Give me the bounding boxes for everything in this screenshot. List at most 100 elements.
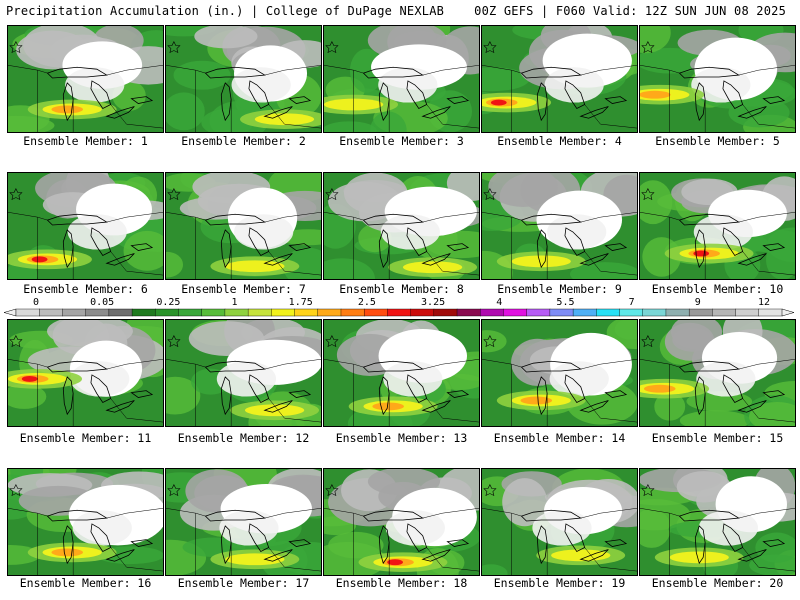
precip-band-max [490, 99, 507, 106]
precip-light-area [482, 67, 530, 92]
ensemble-member-map [639, 172, 796, 280]
border-line [8, 359, 48, 368]
precip-light-area [755, 532, 795, 563]
lake-outline [378, 229, 390, 269]
lake-outline [130, 539, 154, 547]
precip-trace-area [664, 322, 715, 361]
location-marker-icon [483, 188, 497, 201]
precip-trace-area [194, 26, 258, 49]
colorbar-swatch [572, 308, 597, 317]
lake-outline [105, 400, 135, 413]
precip-light-area [8, 115, 55, 132]
lake-outline [722, 523, 744, 552]
precip-light-area [173, 60, 231, 90]
ensemble-member-map [165, 172, 322, 280]
lake-outline [90, 80, 112, 109]
ensemble-member-label: Ensemble Member: 17 [177, 576, 310, 590]
ensemble-member-label: Ensemble Member: 11 [19, 431, 152, 445]
colorbar-swatches [3, 308, 795, 317]
ensemble-member-label: Ensemble Member: 3 [339, 134, 464, 148]
lake-outline [722, 227, 744, 256]
no-precip-area [234, 214, 294, 250]
border-line [422, 508, 479, 519]
ensemble-member-map [323, 172, 480, 280]
lake-outline [604, 390, 628, 398]
colorbar-swatch [456, 308, 481, 317]
lake-outline [737, 253, 767, 266]
colorbar-swatch [85, 308, 110, 317]
lake-outline [362, 360, 424, 373]
colorbar-swatch [201, 308, 226, 317]
border-line [166, 359, 206, 368]
precip-map-svg [640, 320, 795, 426]
lake-outline [406, 523, 428, 552]
precip-light-area [166, 251, 184, 278]
lake-outline [694, 525, 706, 565]
colorbar-swatch [758, 308, 783, 317]
border-line [738, 359, 795, 370]
lake-outline [579, 106, 609, 119]
lake-outline [130, 390, 154, 398]
precip-band-heavy [640, 90, 671, 99]
lake-outline [248, 523, 270, 552]
border-line [738, 212, 795, 223]
precip-band-max [31, 256, 48, 263]
colorbar-tick-label: 3.25 [421, 297, 446, 308]
lake-outline [220, 376, 232, 416]
lake-outline [248, 374, 270, 403]
lake-outline [62, 376, 74, 416]
border-line [426, 251, 479, 276]
border-line [426, 547, 479, 572]
border-line [106, 65, 163, 76]
precip-map-svg [640, 469, 795, 575]
lake-outline [564, 80, 586, 109]
lake-outline [46, 213, 108, 226]
ensemble-member-label: Ensemble Member: 10 [651, 282, 784, 296]
lake-outline [579, 253, 609, 266]
ensemble-member-map [639, 25, 796, 133]
precip-map-svg [324, 26, 479, 132]
ensemble-member-map [639, 468, 796, 576]
location-marker-icon [641, 484, 655, 497]
border-line [268, 251, 321, 276]
precip-light-area [166, 92, 205, 131]
ensemble-member-label: Ensemble Member: 7 [181, 282, 306, 296]
colorbar-swatch [271, 308, 296, 317]
lake-outline [248, 227, 270, 256]
ensemble-member-map [165, 25, 322, 133]
location-marker-icon [325, 41, 339, 54]
border-line [742, 398, 795, 423]
lake-outline [406, 80, 428, 109]
precip-map-svg [482, 26, 637, 132]
lake-outline [406, 227, 428, 256]
ensemble-member-map [481, 468, 638, 576]
precip-map-svg [482, 469, 637, 575]
colorbar-tick-label: 1.75 [288, 297, 313, 308]
border-line [580, 65, 637, 76]
no-precip-area [65, 67, 125, 103]
lake-outline [220, 525, 232, 565]
lake-outline [263, 400, 293, 413]
lake-outline [604, 96, 628, 104]
no-precip-area [67, 214, 127, 250]
border-line [426, 398, 479, 423]
colorbar-swatch [735, 308, 760, 317]
colorbar-swatch [596, 308, 621, 317]
ensemble-member-map [165, 468, 322, 576]
ensemble-member-label: Ensemble Member: 12 [177, 431, 310, 445]
border-line [422, 65, 479, 76]
location-marker-icon [325, 188, 339, 201]
border-line [324, 359, 364, 368]
precip-band-heavy [51, 548, 84, 557]
precip-band-max [387, 559, 403, 566]
lake-outline [604, 539, 628, 547]
no-precip-area [549, 361, 609, 397]
border-line [268, 398, 321, 423]
location-marker-icon [483, 335, 497, 348]
precip-map-svg [166, 173, 321, 279]
border-line [584, 251, 637, 276]
colorbar-tick-label: 0 [32, 297, 40, 308]
border-line [106, 359, 163, 370]
precip-light-area [123, 230, 163, 271]
no-precip-area [383, 361, 443, 397]
